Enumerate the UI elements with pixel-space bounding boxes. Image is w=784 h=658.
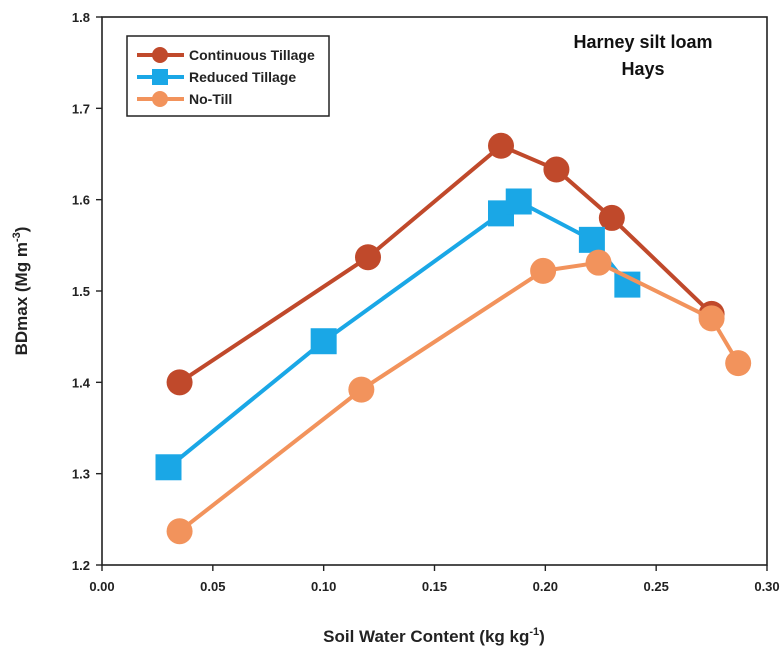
y-tick-label: 1.6 [72, 193, 90, 208]
legend-marker [152, 91, 168, 107]
x-tick-label: 0.20 [533, 579, 558, 594]
x-tick-label: 0.15 [422, 579, 447, 594]
x-tick-label: 0.10 [311, 579, 336, 594]
data-point-reduced-tillage [578, 226, 605, 253]
legend-items: Continuous Tillage Reduced Tillage No-Till [137, 47, 315, 107]
y-axis-label-sup: -3 [11, 232, 23, 242]
x-tick-label: 0.30 [754, 579, 779, 594]
legend-marker [152, 47, 168, 63]
y-axis-label: BDmax (Mg m-3) [11, 227, 31, 356]
legend-label: No-Till [189, 91, 232, 107]
series-layer [155, 132, 752, 545]
legend: Continuous Tillage Reduced Tillage No-Till [126, 35, 330, 117]
x-tick-label: 0.25 [644, 579, 669, 594]
legend-label: Reduced Tillage [189, 69, 296, 85]
legend-item-continuous-tillage: Continuous Tillage [137, 47, 315, 63]
data-point-reduced-tillage [505, 188, 532, 215]
data-point-no-till [725, 350, 752, 377]
legend-marker [152, 69, 168, 85]
y-tick-label: 1.3 [72, 467, 90, 482]
y-tick-label: 1.4 [72, 375, 91, 390]
y-tick-label: 1.5 [72, 284, 90, 299]
x-tick-label: 0.00 [89, 579, 114, 594]
y-axis-label-end: ) [12, 227, 31, 233]
series-reduced-tillage [155, 188, 641, 481]
legend-label: Continuous Tillage [189, 47, 315, 63]
annotation: Harney silt loam Hays [573, 32, 712, 79]
x-tick-label: 0.05 [200, 579, 225, 594]
y-tick-label: 1.7 [72, 101, 90, 116]
legend-item-no-till: No-Till [137, 91, 232, 107]
series-no-till [166, 249, 752, 545]
data-point-no-till [585, 249, 612, 276]
data-point-reduced-tillage [310, 328, 337, 355]
x-axis-label-main: Soil Water Content (kg kg [323, 627, 529, 646]
data-point-continuous-tillage [166, 369, 193, 396]
y-tick-label: 1.8 [72, 10, 90, 25]
x-axis-label: Soil Water Content (kg kg-1) [323, 626, 545, 646]
data-point-no-till [530, 257, 557, 284]
data-point-reduced-tillage [155, 454, 182, 481]
y-axis-label-main: BDmax (Mg m [12, 242, 31, 355]
data-point-no-till [698, 305, 725, 332]
x-axis-label-end: ) [539, 627, 545, 646]
y-axis: 1.2 1.3 1.4 1.5 1.6 1.7 1.8 [72, 10, 102, 573]
series-line-continuous-tillage [178, 143, 713, 384]
annotation-line-1: Harney silt loam [573, 32, 712, 52]
data-point-no-till [166, 518, 193, 545]
data-point-continuous-tillage [355, 244, 381, 271]
data-point-continuous-tillage [488, 132, 514, 159]
x-axis-label-sup: -1 [529, 626, 539, 638]
legend-item-reduced-tillage: Reduced Tillage [137, 69, 296, 85]
y-tick-label: 1.2 [72, 558, 90, 573]
data-point-no-till [348, 376, 375, 403]
annotation-line-2: Hays [621, 59, 664, 79]
data-point-continuous-tillage [598, 204, 625, 231]
data-point-continuous-tillage [543, 156, 570, 183]
x-axis: 0.00 0.05 0.10 0.15 0.20 0.25 0.30 [89, 565, 780, 594]
